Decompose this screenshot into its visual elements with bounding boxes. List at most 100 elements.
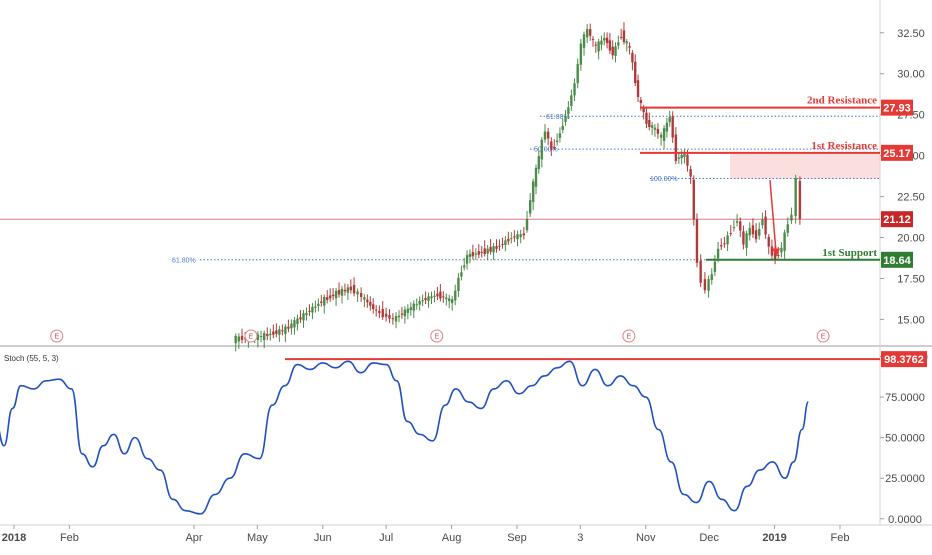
level-price-tag-text: 27.93 <box>883 103 911 115</box>
candle-body <box>720 245 723 247</box>
candle-body <box>468 253 472 257</box>
candle-body <box>735 221 739 223</box>
candle-body <box>555 140 559 143</box>
candle-body <box>287 326 290 329</box>
candle-body <box>786 224 789 233</box>
candle-body <box>266 333 269 337</box>
candle-body <box>334 290 338 299</box>
candle-body <box>764 216 767 235</box>
candle-body <box>689 169 692 177</box>
candle-body <box>729 233 732 235</box>
candle-body <box>513 236 516 238</box>
candle-body <box>603 38 606 41</box>
candle-body <box>699 260 702 283</box>
candle-body <box>326 297 329 300</box>
candle-body <box>397 315 401 318</box>
candle-body <box>767 236 770 247</box>
level-label: 1st Resistance <box>811 140 877 152</box>
earnings-marker <box>622 329 636 343</box>
stoch-tick-label: 0.0000 <box>888 514 922 526</box>
candle-body <box>507 238 510 242</box>
candle-body <box>634 61 637 84</box>
candle-body <box>394 316 398 322</box>
candle-body <box>433 295 436 297</box>
stoch-level-tag <box>881 351 927 368</box>
level-price-tag <box>881 251 913 268</box>
candle-body <box>783 232 786 251</box>
candle-body <box>567 107 570 115</box>
candle-body <box>378 310 381 314</box>
fib-level-label: 100.00% <box>650 176 678 183</box>
candle-body <box>349 286 353 291</box>
candle-body <box>611 46 614 56</box>
candle-body <box>281 330 284 332</box>
candle-body <box>439 291 442 299</box>
candle-body <box>561 125 564 130</box>
candle-body <box>579 43 583 65</box>
candle-body <box>773 251 777 261</box>
candle-body <box>331 294 335 297</box>
candle-body <box>457 277 460 292</box>
stoch-tick-label: 25.0000 <box>885 473 925 485</box>
candle-body <box>605 37 609 44</box>
candle-body <box>639 99 643 104</box>
earnings-marker-label: E <box>821 334 826 341</box>
time-tick-label: Jun <box>314 532 332 544</box>
time-tick-label: 3 <box>577 532 583 544</box>
candle-body <box>388 315 391 319</box>
candle-body <box>311 306 314 313</box>
candle-body <box>421 300 424 302</box>
candle-body <box>495 246 498 249</box>
time-axis: 2018 Feb Apr May Jun Jul Aug Sep 3 Nov Dec 2019 Feb <box>2 525 849 544</box>
candle-body <box>498 245 501 247</box>
earnings-marker-label: E <box>434 334 439 341</box>
candle-body <box>683 152 686 158</box>
candle-body <box>659 134 663 138</box>
candle-body <box>742 231 745 245</box>
level-price-tag-text: 25.17 <box>883 148 911 160</box>
candle-body <box>483 248 486 255</box>
candle-body <box>748 227 751 236</box>
candle-body <box>460 272 463 277</box>
candle-body <box>400 313 404 315</box>
candle-body <box>656 128 660 134</box>
candle-body <box>504 240 507 245</box>
candle-body <box>713 261 717 272</box>
candle-body <box>625 41 628 44</box>
candle-body <box>732 227 736 229</box>
candle-body <box>653 127 657 130</box>
candle-body <box>448 298 451 302</box>
candle-body <box>645 112 648 124</box>
level-price-tag <box>881 144 913 161</box>
candle-body <box>328 295 332 299</box>
candle-body <box>686 154 689 166</box>
candle-body <box>463 265 466 268</box>
candle-body <box>477 251 480 255</box>
level-label: 2nd Resistance <box>807 95 877 107</box>
candle-body <box>761 219 764 226</box>
candle-body <box>442 296 445 298</box>
resistance-zone <box>730 152 880 179</box>
stoch-level-tag-text: 98.3762 <box>884 354 924 366</box>
candle-body <box>528 200 532 214</box>
fib-level-label: 50.00% <box>534 147 558 154</box>
candle-body <box>707 279 710 291</box>
candle-body <box>296 318 299 325</box>
earnings-marker <box>50 329 64 343</box>
earnings-marker-label: E <box>249 334 254 341</box>
candle-body <box>256 334 260 340</box>
candle-body <box>710 274 713 280</box>
time-tick-label: 2018 <box>2 532 26 544</box>
candle-body <box>674 134 678 162</box>
candle-body <box>537 156 541 170</box>
candle-body <box>546 131 550 139</box>
candle-body <box>480 251 483 253</box>
projection-arrow <box>769 180 780 257</box>
candle-body <box>299 317 302 320</box>
price-tick-label: 22.50 <box>897 192 925 204</box>
candle-body <box>703 279 707 291</box>
candle-body <box>323 296 326 306</box>
candle-body <box>594 44 598 46</box>
